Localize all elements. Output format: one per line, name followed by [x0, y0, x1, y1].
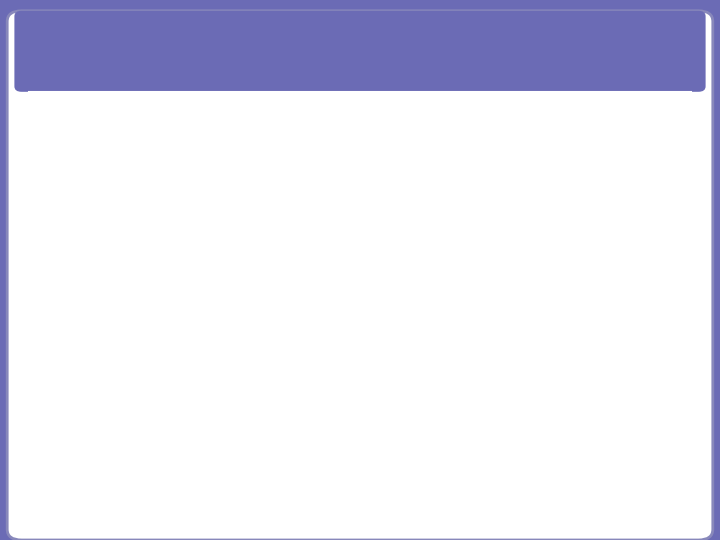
Text: Kalkulus: Kalkulus	[511, 236, 569, 250]
Text: Asti: Asti	[117, 339, 143, 353]
Text: Dina: Dina	[258, 339, 289, 353]
Text: Visual Basic: Visual Basic	[261, 236, 343, 250]
FancyBboxPatch shape	[472, 107, 616, 161]
FancyBboxPatch shape	[462, 334, 526, 366]
FancyBboxPatch shape	[245, 224, 360, 262]
FancyBboxPatch shape	[72, 224, 187, 262]
FancyBboxPatch shape	[18, 329, 83, 362]
Text: Dina: Dina	[193, 339, 225, 353]
Text: Ita: Ita	[567, 339, 585, 353]
FancyBboxPatch shape	[487, 228, 602, 266]
FancyBboxPatch shape	[548, 334, 613, 366]
Text: Edi: Edi	[335, 339, 356, 353]
FancyBboxPatch shape	[148, 107, 292, 161]
Text: Dosen
Syamsul Bahr: Dosen Syamsul Bahr	[482, 110, 598, 149]
FancyBboxPatch shape	[181, 334, 246, 366]
FancyBboxPatch shape	[102, 334, 166, 366]
FancyBboxPatch shape	[468, 103, 612, 157]
FancyBboxPatch shape	[144, 103, 288, 157]
FancyBboxPatch shape	[249, 228, 364, 266]
FancyBboxPatch shape	[318, 334, 382, 366]
Text: Basis Data: Basis Data	[92, 236, 167, 250]
FancyBboxPatch shape	[176, 329, 241, 362]
FancyBboxPatch shape	[97, 329, 162, 362]
FancyBboxPatch shape	[544, 329, 608, 362]
FancyBboxPatch shape	[457, 329, 522, 362]
Text: Contoh DBMS yang menggunakan model hirarki adalah IMS (Information
Management Sy: Contoh DBMS yang menggunakan model hirar…	[36, 427, 660, 476]
FancyBboxPatch shape	[241, 329, 306, 362]
FancyBboxPatch shape	[482, 224, 598, 262]
Text: Edi: Edi	[479, 339, 500, 353]
Text: Rudi: Rudi	[35, 339, 66, 353]
FancyBboxPatch shape	[246, 334, 310, 366]
FancyBboxPatch shape	[22, 334, 87, 366]
FancyBboxPatch shape	[313, 329, 378, 362]
FancyBboxPatch shape	[76, 228, 192, 266]
Text: Dosen
Siti Nurbaya: Dosen Siti Nurbaya	[165, 110, 267, 149]
